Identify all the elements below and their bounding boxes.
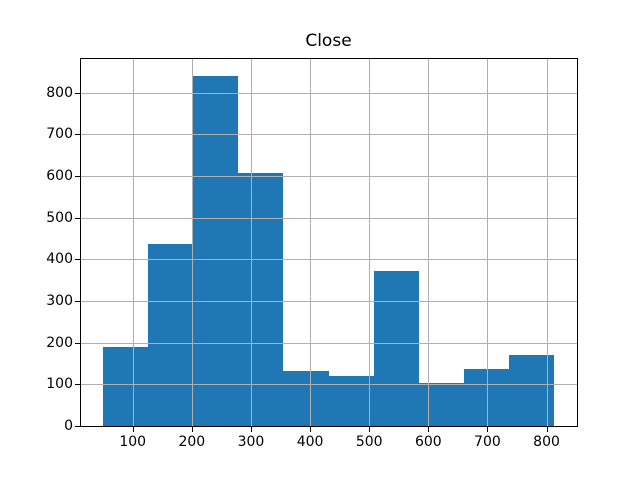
horizontal-gridline — [80, 384, 577, 385]
y-tick-label: 0 — [64, 418, 73, 434]
x-tick-mark — [487, 427, 488, 432]
vertical-gridline — [133, 58, 134, 426]
x-tick-mark — [192, 427, 193, 432]
horizontal-gridline — [80, 176, 577, 177]
x-tick-label: 300 — [237, 434, 265, 450]
y-tick-mark — [75, 134, 80, 135]
y-tick-label: 400 — [46, 251, 73, 268]
y-tick-mark — [75, 93, 80, 94]
histogram-bar — [283, 370, 329, 426]
y-tick-label: 700 — [46, 126, 73, 143]
y-tick-label: 300 — [46, 292, 73, 309]
y-tick-mark — [75, 301, 80, 302]
x-tick-mark — [133, 427, 134, 432]
horizontal-gridline — [80, 301, 577, 302]
y-tick-label: 600 — [46, 167, 73, 184]
x-tick-label: 400 — [296, 434, 324, 450]
y-tick-mark — [75, 384, 80, 385]
y-tick-mark — [75, 218, 80, 219]
vertical-gridline — [547, 58, 548, 426]
vertical-gridline — [369, 58, 370, 426]
horizontal-gridline — [80, 343, 577, 344]
histogram-bar — [464, 369, 510, 426]
y-tick-label: 100 — [46, 376, 73, 393]
x-tick-label: 500 — [355, 434, 383, 450]
histogram-bar — [509, 355, 555, 426]
vertical-gridline — [251, 58, 252, 426]
vertical-gridline — [310, 58, 311, 426]
y-tick-label: 500 — [46, 209, 73, 226]
y-tick-label: 200 — [46, 334, 73, 351]
x-tick-mark — [369, 427, 370, 432]
histogram-bar — [147, 243, 193, 426]
vertical-gridline — [487, 58, 488, 426]
horizontal-gridline — [80, 218, 577, 219]
y-tick-mark — [75, 343, 80, 344]
horizontal-gridline — [80, 93, 577, 94]
y-tick-mark — [75, 176, 80, 177]
histogram-bar — [373, 270, 419, 426]
x-tick-label: 600 — [414, 434, 442, 450]
x-tick-mark — [251, 427, 252, 432]
vertical-gridline — [428, 58, 429, 426]
histogram-bar — [102, 346, 148, 426]
x-tick-label: 100 — [119, 434, 147, 450]
x-tick-label: 800 — [533, 434, 560, 450]
x-tick-label: 700 — [474, 434, 501, 450]
y-tick-mark — [75, 259, 80, 260]
vertical-gridline — [192, 58, 193, 426]
x-tick-mark — [547, 427, 548, 432]
chart-title: Close — [305, 31, 352, 51]
histogram-bar — [238, 173, 284, 426]
x-tick-mark — [428, 427, 429, 432]
histogram-bar — [418, 383, 465, 426]
histogram-bar — [192, 75, 239, 426]
horizontal-gridline — [80, 134, 577, 135]
y-tick-label: 800 — [46, 84, 73, 101]
horizontal-gridline — [80, 259, 577, 260]
x-tick-mark — [310, 427, 311, 432]
x-tick-label: 200 — [178, 434, 206, 450]
y-tick-mark — [75, 426, 80, 427]
